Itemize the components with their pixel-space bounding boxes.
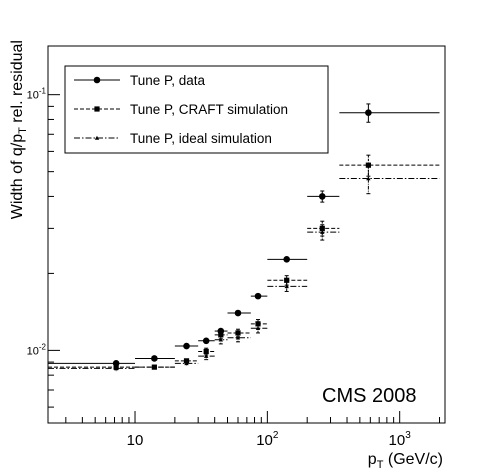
data-point [366, 176, 371, 181]
data-point [234, 309, 242, 317]
x-tick-label-base: 10 [389, 432, 406, 449]
legend-label: Tune P, data [130, 73, 206, 88]
y-tick-label: 10-2 [27, 342, 47, 357]
y-axis-label-sub: T [17, 127, 29, 134]
x-axis-label-sub: T [377, 459, 384, 471]
legend-marker [93, 76, 101, 84]
data-point [318, 193, 326, 200]
data-point [151, 355, 158, 362]
x-tick-label: 10 [127, 432, 144, 449]
data-point [319, 225, 325, 231]
legend-marker [94, 106, 100, 112]
data-point [255, 326, 261, 331]
y-tick-label-exponent: -2 [39, 342, 47, 351]
data-point [365, 109, 372, 117]
y-tick-label: 10-1 [27, 87, 47, 102]
data-point [235, 330, 241, 336]
data-point [284, 284, 289, 289]
y-axis-label-main: Width of q/p [9, 134, 26, 219]
data-point [113, 366, 119, 371]
data-point [184, 361, 189, 366]
series [48, 164, 440, 372]
x-axis-label-rest: (GeV/c) [383, 451, 443, 468]
data-point [283, 256, 290, 263]
y-axis-label: Width of q/pT rel. residual [9, 40, 29, 219]
x-tick-label: 103 [389, 430, 412, 449]
data-point [203, 353, 209, 358]
data-point [284, 277, 290, 283]
x-tick-label-base: 10 [256, 432, 273, 449]
x-tick-label: 102 [256, 430, 279, 449]
x-tick-label-exponent: 3 [405, 430, 411, 441]
data-series [48, 103, 440, 372]
legend-marker [94, 135, 100, 140]
y-tick-label-base: 10 [27, 345, 39, 357]
x-tick-label-exponent: 2 [273, 430, 279, 441]
x-tick-label-base: 10 [127, 432, 144, 449]
data-point [254, 292, 262, 300]
data-point [235, 335, 241, 340]
y-tick-label-base: 10 [27, 90, 39, 102]
data-point [218, 332, 224, 338]
data-point [202, 337, 210, 345]
data-point [203, 348, 209, 355]
data-point [183, 342, 190, 350]
y-axis-label-rest: rel. residual [9, 40, 26, 127]
data-point [218, 337, 224, 342]
data-point [320, 229, 325, 234]
data-point [152, 364, 157, 369]
y-tick-label-exponent: -1 [39, 87, 47, 96]
legend-label: Tune P, CRAFT simulation [130, 102, 288, 117]
legend-label: Tune P, ideal simulation [130, 131, 272, 146]
cms-annotation: CMS 2008 [322, 385, 417, 407]
x-axis-label-main: p [368, 451, 377, 468]
legend: Tune P, data Tune P, CRAFT simulation Tune… [64, 65, 329, 154]
x-axis-label: pT (GeV/c) [368, 451, 443, 471]
